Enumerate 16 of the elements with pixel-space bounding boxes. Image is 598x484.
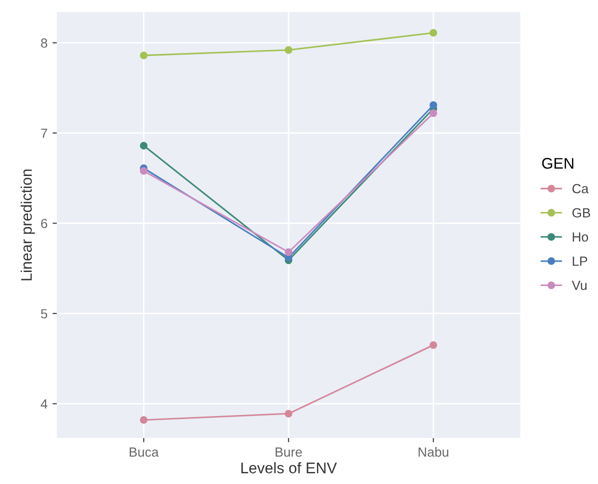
y-tick-label: 4 bbox=[40, 399, 48, 409]
y-tick-label: 8 bbox=[41, 38, 48, 48]
legend-label: Ho bbox=[572, 232, 588, 242]
legend-label: Vu bbox=[572, 280, 587, 290]
y-tick-label: 7 bbox=[41, 128, 48, 138]
x-tick-label: Bure bbox=[276, 448, 302, 457]
x-tick-label: Nabu bbox=[418, 447, 448, 457]
y-tick-label: 5 bbox=[40, 309, 48, 318]
y-tick-label: 6 bbox=[41, 218, 48, 228]
legend-label: LP bbox=[572, 256, 588, 266]
x-axis-title: Levels of ENV bbox=[241, 462, 337, 474]
x-tick-label: Buca bbox=[130, 448, 159, 457]
legend-label: Ca bbox=[572, 184, 589, 194]
y-axis-title: Linear prediction bbox=[20, 170, 35, 280]
legend-label: GB bbox=[572, 208, 590, 218]
legend-title: GEN bbox=[542, 158, 574, 169]
